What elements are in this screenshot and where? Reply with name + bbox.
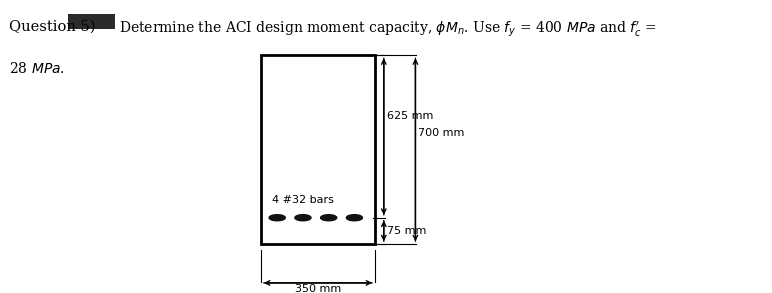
Text: 625 mm: 625 mm <box>387 112 433 122</box>
Text: Question 5): Question 5) <box>8 19 95 33</box>
Text: 28 $MPa$.: 28 $MPa$. <box>8 61 65 76</box>
Text: Determine the ACI design moment capacity, $\phi M_n$. Use $f_y$ = 400 $MPa$ and : Determine the ACI design moment capacity… <box>119 19 657 39</box>
Bar <box>261 55 375 244</box>
Text: 700 mm: 700 mm <box>418 128 465 138</box>
Circle shape <box>347 215 363 221</box>
Text: 4 #32 bars: 4 #32 bars <box>272 195 334 205</box>
Text: 350 mm: 350 mm <box>295 284 341 293</box>
Circle shape <box>269 215 286 221</box>
Text: 75 mm: 75 mm <box>387 226 426 236</box>
Bar <box>68 14 116 29</box>
Circle shape <box>295 215 311 221</box>
Circle shape <box>320 215 337 221</box>
